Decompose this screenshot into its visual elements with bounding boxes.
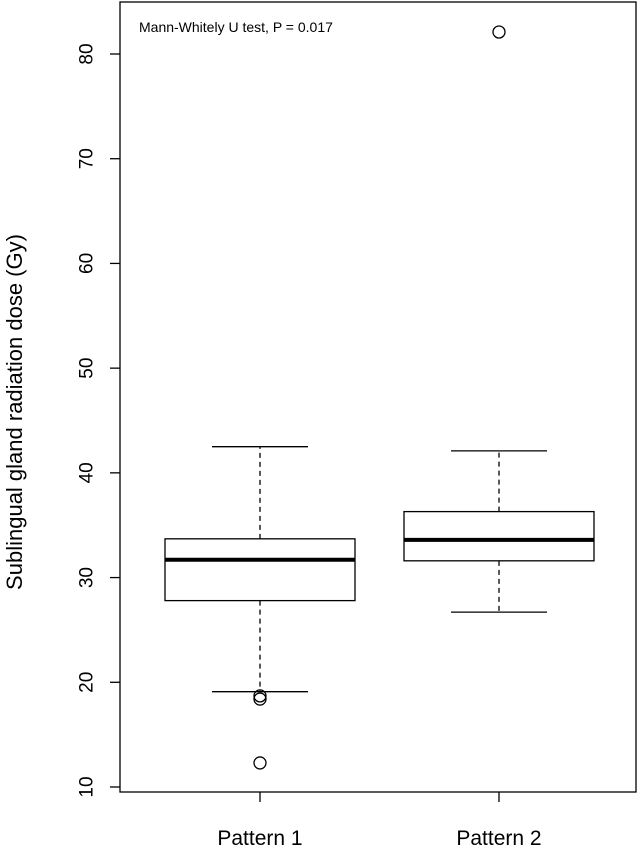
y-axis-title: Sublingual gland radiation dose (Gy) bbox=[2, 234, 27, 590]
y-axis: 10 20 30 40 50 60 70 80 bbox=[77, 43, 120, 798]
outlier-point bbox=[253, 689, 267, 703]
outlier-point bbox=[253, 692, 267, 706]
x-tick-label: Pattern 2 bbox=[456, 827, 541, 850]
y-tick-label: 10 bbox=[77, 776, 98, 797]
box-1 bbox=[164, 446, 356, 770]
boxes-group bbox=[164, 25, 595, 770]
x-tick-label: Pattern 1 bbox=[217, 827, 302, 850]
x-axis: Pattern 1 Pattern 2 bbox=[217, 792, 542, 850]
y-tick-label: 70 bbox=[77, 148, 98, 169]
outlier-point bbox=[492, 25, 506, 39]
y-tick-label: 40 bbox=[77, 462, 98, 483]
y-tick-label: 50 bbox=[77, 358, 98, 379]
y-tick-label: 60 bbox=[77, 253, 98, 274]
y-tick-label: 30 bbox=[77, 567, 98, 588]
test-annotation: Mann-Whitely U test, P = 0.017 bbox=[139, 19, 333, 35]
outlier-point bbox=[253, 756, 267, 770]
box-2 bbox=[403, 25, 595, 613]
y-tick-label: 20 bbox=[77, 672, 98, 693]
iqr-box bbox=[403, 510, 595, 562]
plot-frame bbox=[119, 1, 637, 793]
y-tick-label: 80 bbox=[77, 43, 98, 64]
iqr-box bbox=[164, 538, 356, 602]
